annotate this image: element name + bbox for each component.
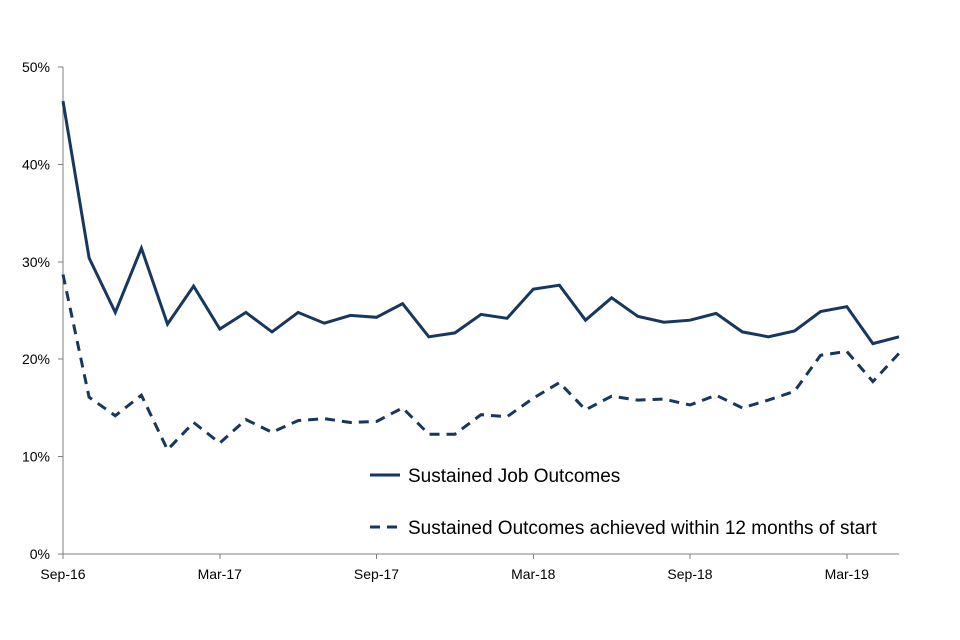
- legend-item-solid: Sustained Job Outcomes: [370, 466, 620, 487]
- x-tick-label: Mar-19: [825, 566, 870, 582]
- x-tick-label: Mar-18: [511, 566, 556, 582]
- y-tick-label: 50%: [22, 59, 50, 75]
- series-line-sustained-outcomes-12-months: [61, 274, 901, 453]
- y-tick-label: 30%: [22, 254, 50, 270]
- y-tick-label: 20%: [22, 351, 50, 367]
- y-tick-label: 10%: [22, 449, 50, 465]
- x-tick-label: Mar-17: [198, 566, 243, 582]
- legend-label-sustained-outcomes-12-months: Sustained Outcomes achieved within 12 mo…: [408, 518, 878, 539]
- x-tick-label: Sep-17: [354, 566, 399, 582]
- series-line-sustained-job-outcomes: [61, 100, 900, 346]
- y-tick-label: 0%: [30, 546, 50, 562]
- y-axis-ticks: 0% 10% 20% 30% 40% 50%: [22, 59, 63, 562]
- x-axis-ticks: Sep-16 Mar-17 Sep-17 Mar-18 Sep-18 Mar-19: [40, 554, 869, 582]
- y-tick-label: 40%: [22, 156, 50, 172]
- legend: Sustained Job Outcomes Sustained Outcome…: [370, 466, 878, 539]
- legend-item-dashed: Sustained Outcomes achieved within 12 mo…: [370, 518, 878, 539]
- x-tick-label: Sep-18: [667, 566, 712, 582]
- x-tick-label: Sep-16: [40, 566, 85, 582]
- legend-label-sustained-job-outcomes: Sustained Job Outcomes: [408, 466, 620, 487]
- series-layer: [61, 100, 901, 453]
